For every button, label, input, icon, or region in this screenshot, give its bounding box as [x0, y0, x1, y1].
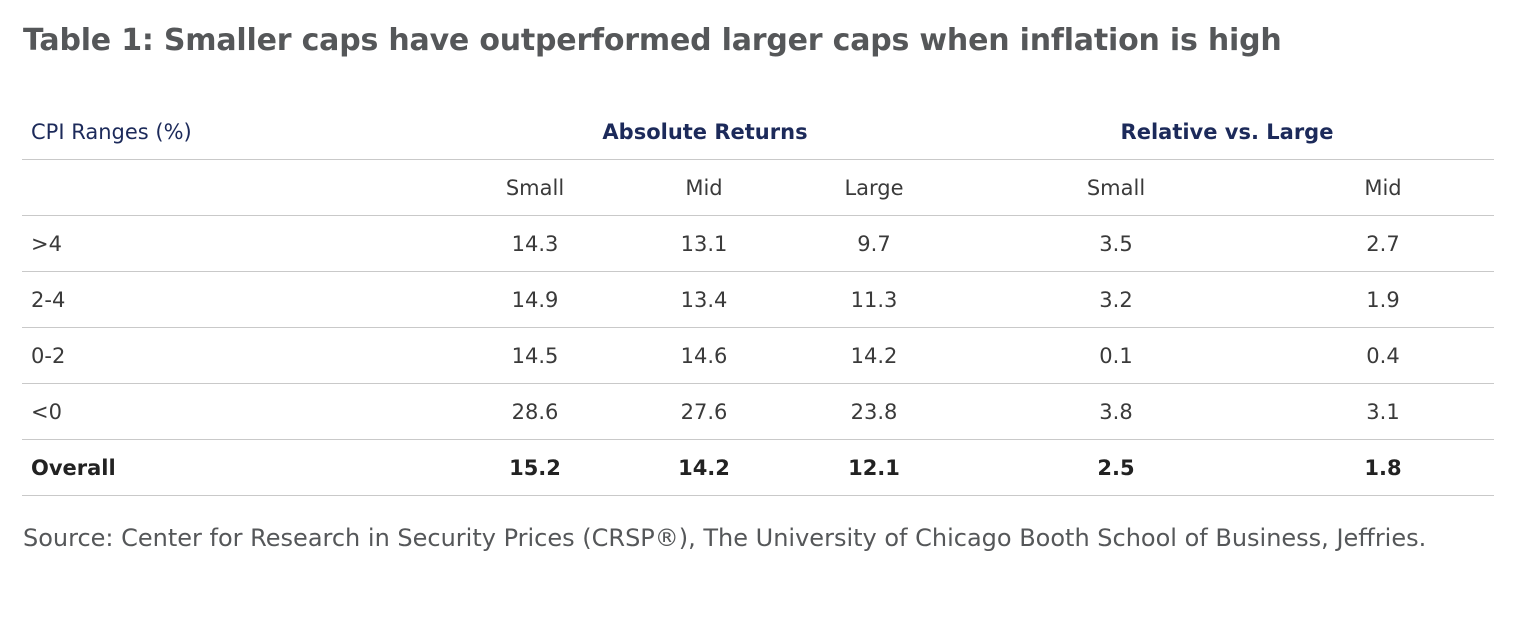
cell-rel-small: 3.8	[960, 383, 1272, 440]
cell-abs-small: 14.3	[450, 215, 620, 272]
column-header-abs-mid: Mid	[620, 159, 788, 216]
total-row: Overall 15.2 14.2 12.1 2.5 1.8	[22, 439, 1494, 496]
cell-rel-small: 2.5	[960, 439, 1272, 496]
row-label: 0-2	[22, 327, 450, 384]
relative-vs-large-header: Relative vs. Large	[960, 105, 1494, 160]
cell-abs-small: 15.2	[450, 439, 620, 496]
cell-abs-large: 14.2	[788, 327, 960, 384]
cell-rel-mid: 1.8	[1272, 439, 1494, 496]
cell-rel-mid: 1.9	[1272, 271, 1494, 328]
column-header-abs-small: Small	[450, 159, 620, 216]
column-header-abs-large: Large	[788, 159, 960, 216]
cell-abs-mid: 13.1	[620, 215, 788, 272]
row-label: >4	[22, 215, 450, 272]
row-label: Overall	[22, 439, 450, 496]
column-header-rel-mid: Mid	[1272, 159, 1494, 216]
table-row: 0-2 14.5 14.6 14.2 0.1 0.4	[22, 327, 1494, 384]
table-title: Table 1: Smaller caps have outperformed …	[23, 23, 1282, 58]
source-note: Source: Center for Research in Security …	[23, 524, 1427, 552]
cell-abs-large: 23.8	[788, 383, 960, 440]
cell-rel-small: 0.1	[960, 327, 1272, 384]
cell-abs-small: 28.6	[450, 383, 620, 440]
table-row: 2-4 14.9 13.4 11.3 3.2 1.9	[22, 271, 1494, 328]
column-header-empty	[22, 159, 450, 216]
cell-abs-mid: 13.4	[620, 271, 788, 328]
cell-abs-mid: 14.2	[620, 439, 788, 496]
cell-abs-large: 9.7	[788, 215, 960, 272]
cell-rel-mid: 3.1	[1272, 383, 1494, 440]
cell-abs-small: 14.9	[450, 271, 620, 328]
cell-rel-mid: 2.7	[1272, 215, 1494, 272]
cpi-ranges-header: CPI Ranges (%)	[22, 105, 450, 160]
cell-rel-small: 3.5	[960, 215, 1272, 272]
returns-table: CPI Ranges (%) Absolute Returns Relative…	[22, 105, 1494, 496]
row-label: <0	[22, 383, 450, 440]
group-header-row: CPI Ranges (%) Absolute Returns Relative…	[22, 105, 1494, 160]
cell-abs-mid: 27.6	[620, 383, 788, 440]
cell-abs-small: 14.5	[450, 327, 620, 384]
row-label: 2-4	[22, 271, 450, 328]
table-row: >4 14.3 13.1 9.7 3.5 2.7	[22, 215, 1494, 272]
cell-abs-mid: 14.6	[620, 327, 788, 384]
cell-abs-large: 11.3	[788, 271, 960, 328]
cell-rel-small: 3.2	[960, 271, 1272, 328]
cell-rel-mid: 0.4	[1272, 327, 1494, 384]
table-row: <0 28.6 27.6 23.8 3.8 3.1	[22, 383, 1494, 440]
cell-abs-large: 12.1	[788, 439, 960, 496]
column-header-row: Small Mid Large Small Mid	[22, 159, 1494, 216]
absolute-returns-header: Absolute Returns	[450, 105, 960, 160]
column-header-rel-small: Small	[960, 159, 1272, 216]
